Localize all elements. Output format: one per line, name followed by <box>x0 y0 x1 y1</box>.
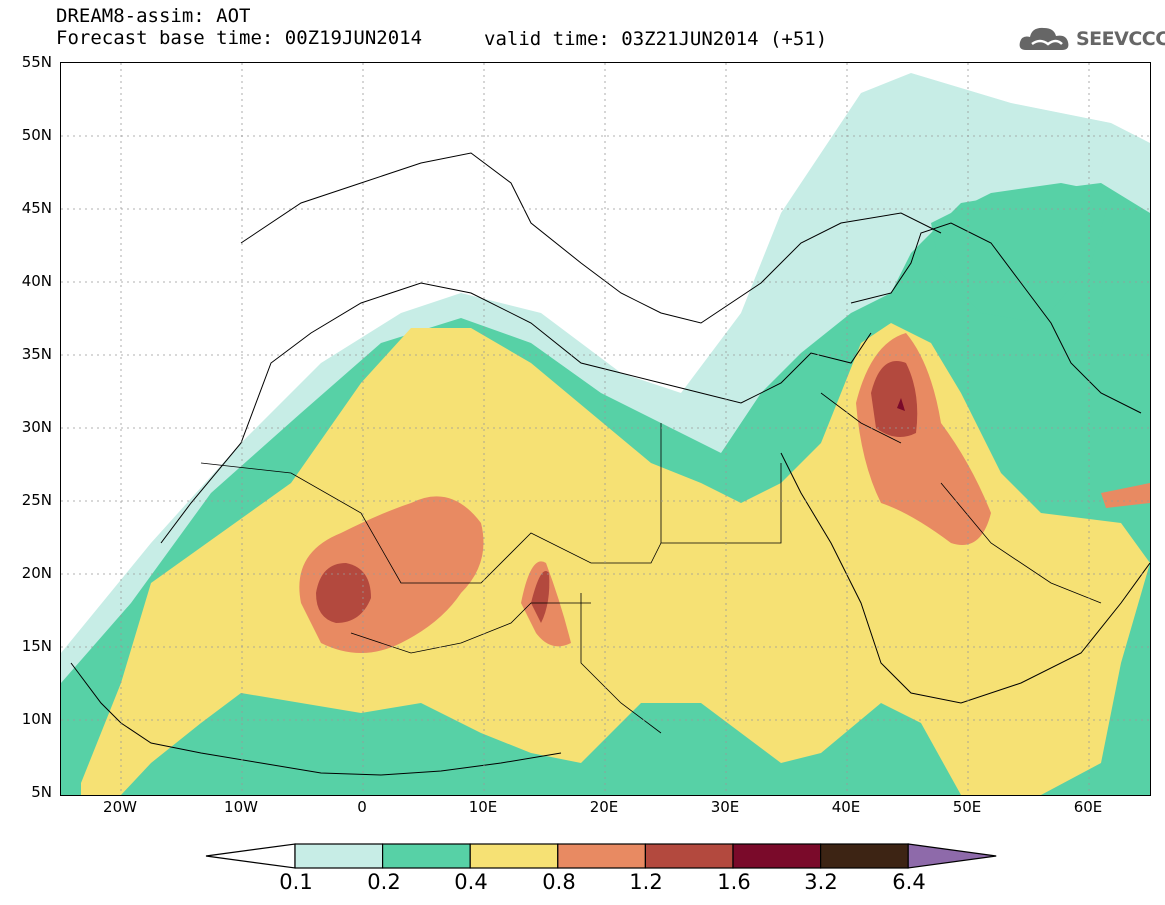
lat-label: 55N <box>21 53 52 71</box>
country-borders <box>200 392 1102 734</box>
aot-field <box>61 63 1150 795</box>
lat-label: 50N <box>21 126 52 144</box>
colorbar-segment <box>557 843 646 869</box>
colorbar-label: 0.1 <box>279 870 313 894</box>
aot-1.6-iraq-region <box>897 398 905 411</box>
lon-label: 50E <box>952 798 982 816</box>
colorbar-label: 1.6 <box>717 870 751 894</box>
lon-label: 10E <box>468 798 498 816</box>
lat-label: 10N <box>21 710 52 728</box>
lon-label: 40E <box>831 798 861 816</box>
lat-label: 25N <box>21 491 52 509</box>
colorbar-label: 3.2 <box>804 870 838 894</box>
lat-label: 20N <box>21 564 52 582</box>
colorbar-over-arrow <box>907 843 997 869</box>
forecast-base-time: Forecast base time: 00Z19JUN2014 <box>56 27 423 49</box>
coastlines <box>70 152 1150 776</box>
aot-1.2-iraq-region <box>871 361 918 437</box>
lon-label: 20W <box>103 798 137 816</box>
map-title: DREAM8-assim: AOT <box>56 5 251 27</box>
colorbar-segment <box>644 843 734 869</box>
lon-label: 10W <box>224 798 258 816</box>
aot-0.2-caspian-region <box>931 183 1111 323</box>
aot-0.8-oman-region <box>1101 483 1150 508</box>
colorbar-label: 1.2 <box>629 870 663 894</box>
lat-label: 35N <box>21 345 52 363</box>
colorbar-label: 0.4 <box>454 870 488 894</box>
colorbar-segment <box>469 843 559 869</box>
colorbar-segment <box>382 843 471 869</box>
colorbar-label: 0.8 <box>542 870 576 894</box>
colorbar-segment <box>294 843 384 869</box>
lon-label: 60E <box>1073 798 1103 816</box>
lon-label: 30E <box>710 798 740 816</box>
lon-label: 0 <box>357 798 367 816</box>
colorbar-label: 0.2 <box>367 870 401 894</box>
colorbar-segment <box>819 843 909 869</box>
lat-label: 30N <box>21 418 52 436</box>
colorbar-label: 6.4 <box>892 870 926 894</box>
valid-time: valid time: 03Z21JUN2014 (+51) <box>484 28 828 50</box>
lat-label: 45N <box>21 199 52 217</box>
aot-map <box>60 62 1151 796</box>
colorbar <box>205 843 997 869</box>
seevccc-cloud-logo-icon <box>1019 27 1069 50</box>
colorbar-segment <box>732 843 822 869</box>
aot-1.2-sahara-region <box>316 563 371 623</box>
lat-label: 5N <box>31 783 52 801</box>
lat-label: 40N <box>21 272 52 290</box>
lon-label: 20E <box>589 798 619 816</box>
lat-label: 15N <box>21 637 52 655</box>
graticule <box>61 63 1150 795</box>
logo-text: SEEVCCC <box>1076 28 1165 50</box>
aot-1.2-chad-region <box>531 571 550 623</box>
colorbar-under-arrow <box>205 843 296 869</box>
